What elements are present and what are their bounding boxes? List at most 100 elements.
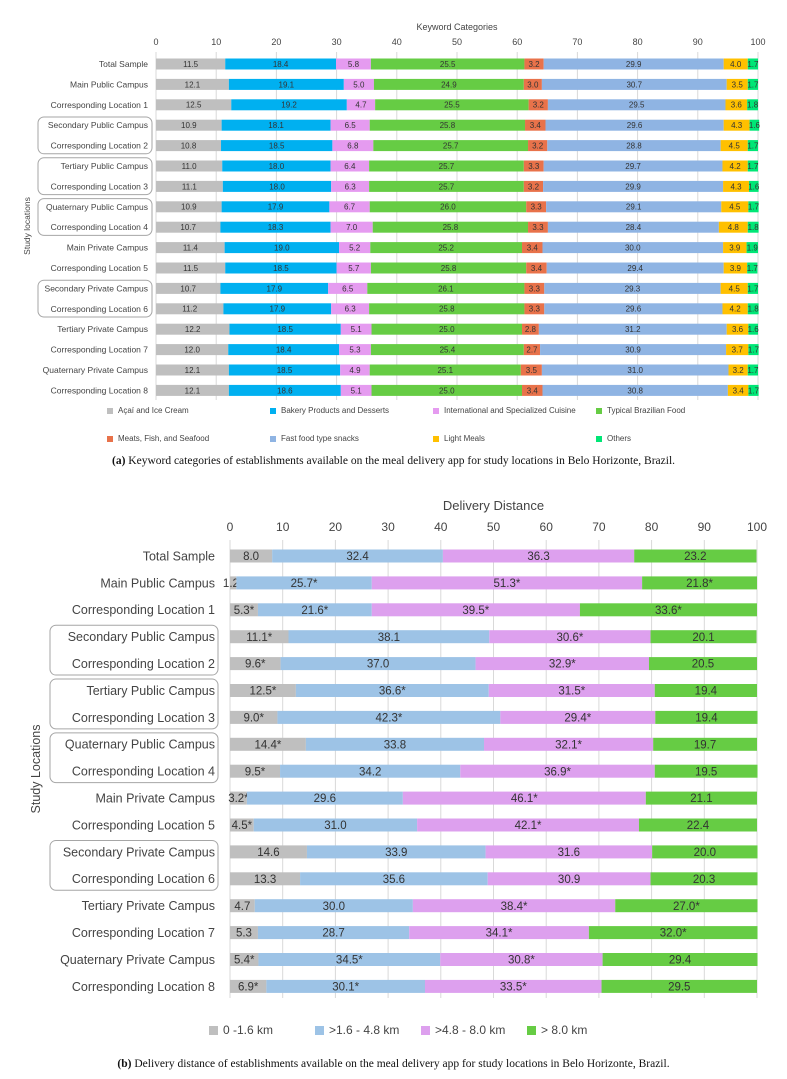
caption-a-label: (a) (111, 455, 126, 467)
a-bar-segment (222, 160, 331, 172)
chart-a-svg: Keyword Categories 0 10 20 30 40 50 60 70 80 90 100… (22, 22, 766, 443)
a-data-label: 25.7 (439, 162, 455, 171)
b-category-label: Corresponding Location 8 (72, 980, 215, 994)
a-bar-segment (331, 303, 370, 315)
b-category-label: Quaternary Public Campus (65, 738, 215, 752)
b-data-label: 29.5 (668, 982, 690, 994)
a-bar-segment (545, 119, 724, 131)
a-data-label: 12.0 (184, 345, 200, 354)
a-bar-segment (369, 119, 526, 131)
a-bar-segment (749, 119, 760, 131)
a-data-label: 18.0 (269, 182, 285, 191)
a-tick-label: 90 (693, 37, 703, 47)
a-bar-segment (221, 140, 333, 152)
b-tick-label: 80 (645, 520, 659, 534)
a-data-label: 26.1 (438, 284, 454, 293)
a-data-label: 18.5 (277, 366, 293, 375)
a-bar-segment (528, 99, 548, 111)
a-data-label: 18.5 (277, 325, 293, 334)
a-tick-label: 60 (512, 37, 522, 47)
a-bar-segment (546, 262, 724, 274)
b-bar-segment (230, 764, 281, 778)
a-data-label: 4.5 (729, 203, 741, 212)
b-legend-swatch (527, 1026, 536, 1035)
a-legend-swatch (433, 408, 439, 414)
b-bar-segment (280, 764, 461, 778)
a-bar-segment (220, 221, 331, 233)
b-bar-segment (230, 549, 273, 563)
b-tick-label: 10 (276, 520, 290, 534)
a-bar-segment (748, 180, 759, 192)
a-bar-segment (156, 99, 232, 111)
a-bar-segment (224, 242, 340, 254)
a-bar-segment (747, 58, 758, 70)
a-bar-segment (723, 119, 750, 131)
b-bar-segment (257, 926, 410, 940)
a-category-label: Corresponding Location 3 (51, 181, 149, 191)
a-bar-segment (156, 303, 224, 315)
a-data-label: 1.7 (748, 386, 760, 395)
b-bar-segment (588, 926, 758, 940)
a-data-label: 10.9 (181, 121, 197, 130)
b-data-label: 9.6* (245, 659, 266, 671)
a-bar-segment (538, 323, 727, 335)
a-data-label: 11.1 (182, 182, 198, 191)
a-bar-segment (220, 282, 329, 294)
a-bar-segment (523, 160, 544, 172)
b-bar-segment (642, 576, 757, 590)
a-data-label: 5.2 (349, 243, 361, 252)
a-title: Keyword Categories (416, 22, 498, 32)
b-bar-segment (488, 684, 655, 697)
b-bar-segment (650, 872, 758, 886)
a-data-label: 12.1 (185, 366, 201, 375)
a-bar-segment (339, 242, 371, 254)
a-bar-segment (370, 58, 525, 70)
a-data-label: 5.8 (348, 60, 360, 69)
a-data-label: 1.8 (747, 101, 759, 110)
a-data-label: 3.3 (532, 223, 544, 232)
a-bar-segment (547, 140, 721, 152)
a-bar-segment (727, 384, 749, 396)
a-tick-label: 30 (332, 37, 342, 47)
a-bar-segment (223, 303, 332, 315)
b-data-label: 21.8* (686, 578, 713, 590)
a-data-label: 25.8 (440, 121, 456, 130)
a-data-label: 12.2 (185, 325, 201, 334)
a-bar-segment (747, 140, 758, 152)
b-data-label: 36.9* (544, 766, 571, 778)
b-data-label: 14.4* (255, 739, 282, 751)
b-bar-segment (230, 979, 267, 993)
a-bar-segment (156, 58, 226, 70)
a-bar-segment (370, 262, 527, 274)
a-bar-segment (747, 364, 758, 376)
b-data-label: 20.3 (693, 874, 715, 886)
b-group-bracket (49, 732, 219, 784)
b-data-label: 12.5* (250, 686, 277, 698)
b-data-label: 25.7* (291, 578, 318, 590)
b-bar-segment (615, 899, 758, 913)
a-bar-segment (543, 180, 724, 192)
a-legend-label: Açaí and Ice Cream (118, 406, 189, 415)
a-category-label: Corresponding Location 4 (51, 222, 149, 232)
a-bar-segment (723, 58, 748, 70)
b-tick-label: 40 (434, 520, 448, 534)
a-data-label: 30.0 (625, 243, 641, 252)
a-data-label: 5.1 (351, 325, 363, 334)
b-category-label: Quaternary Private Campus (60, 953, 215, 967)
b-legend-swatch (421, 1026, 430, 1035)
a-bar-segment (722, 303, 748, 315)
a-data-label: 1.7 (747, 141, 759, 150)
b-data-label: 28.7 (322, 928, 344, 940)
b-category-label: Main Public Campus (100, 576, 215, 590)
a-y-axis-label: Study locations (22, 197, 32, 255)
a-data-label: 18.0 (269, 162, 285, 171)
a-data-label: 11.4 (183, 243, 199, 252)
b-data-label: 35.6 (383, 874, 405, 886)
b-bar-segment (409, 926, 589, 940)
a-bar-segment (523, 180, 544, 192)
b-bar-segment (230, 926, 258, 940)
a-bar-segment (330, 160, 370, 172)
a-tick-label: 0 (153, 37, 158, 47)
b-tick-label: 20 (329, 520, 343, 534)
a-legend-swatch (270, 436, 276, 442)
